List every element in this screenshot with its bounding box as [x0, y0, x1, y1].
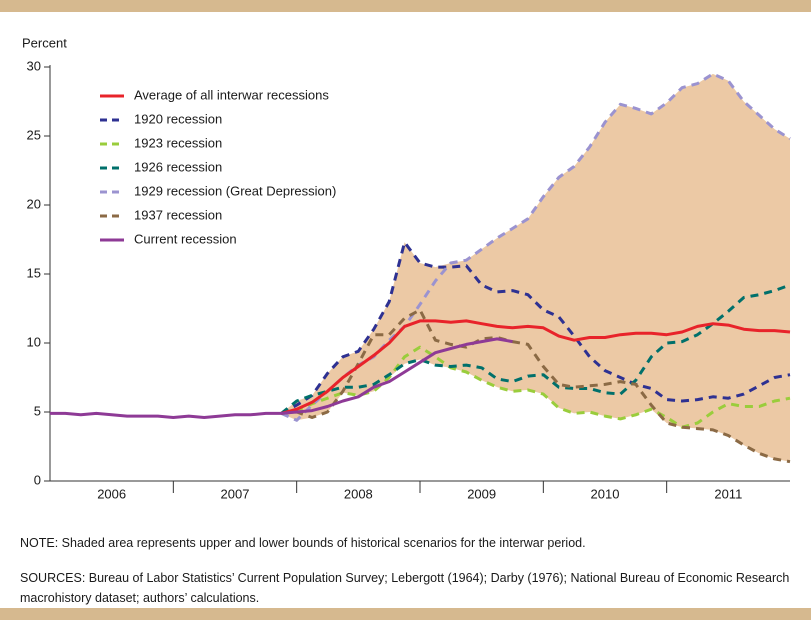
series-line: [280, 319, 791, 415]
legend-label: Average of all interwar recessions: [134, 87, 329, 102]
y-tick-label: 5: [34, 403, 41, 418]
y-tick-label: 10: [27, 334, 41, 349]
x-tick-label: 2007: [221, 486, 250, 501]
x-tick-label: 2008: [344, 486, 373, 501]
y-tick-label: 0: [34, 472, 41, 487]
legend-label: 1920 recession: [134, 111, 222, 126]
legend-label: Current recession: [134, 231, 237, 246]
y-tick-label: 30: [27, 58, 41, 73]
series-line: [280, 240, 791, 415]
chart: Percent 0 5 10 15 20 25 30 2006 2007 2008 2009 2010…: [22, 35, 791, 501]
top-bar: [0, 0, 811, 12]
x-tick-label: 2010: [591, 486, 620, 501]
legend-label: 1926 recession: [134, 159, 222, 174]
x-tick-label: 2011: [714, 486, 742, 501]
series-line: [50, 337, 513, 419]
series-line: [280, 72, 791, 422]
x-tick-label: 2009: [467, 486, 496, 501]
legend-label: 1937 recession: [134, 207, 222, 222]
y-tick-label: 15: [27, 265, 41, 280]
note: NOTE: Shaded area represents upper and l…: [20, 536, 586, 550]
y-tick-label: 25: [27, 127, 41, 142]
series-line: [281, 308, 791, 464]
series-line: [280, 283, 791, 415]
bottom-bar: [0, 608, 811, 620]
x-tick-label: 2006: [97, 486, 126, 501]
y-tick-label: 20: [27, 196, 41, 211]
y-axis-label: Percent: [22, 35, 67, 50]
legend-label: 1923 recession: [134, 135, 222, 150]
sources: SOURCES: Bureau of Labor Statistics’ Cur…: [20, 571, 790, 605]
bounds-band: [281, 73, 790, 462]
legend-label: 1929 recession (Great Depression): [134, 183, 336, 198]
